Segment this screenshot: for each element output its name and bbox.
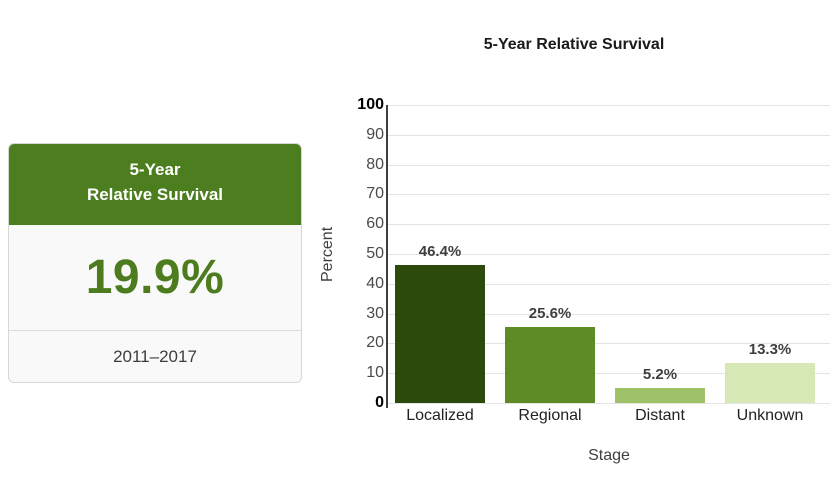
y-tick-label-20: 20 xyxy=(366,334,384,352)
y-tick-label-100: 100 xyxy=(357,96,384,113)
bar-regional[interactable] xyxy=(505,326,595,403)
chart-title: 5-Year Relative Survival xyxy=(483,36,665,53)
x-category-label-distant: Distant xyxy=(635,407,685,424)
gridline-60 xyxy=(388,224,830,226)
survival-stat-card: 5-Year Relative Survival 19.9% 2011–2017 xyxy=(8,143,302,383)
y-axis-line xyxy=(386,105,388,408)
bar-distant[interactable] xyxy=(615,387,705,403)
x-axis-title: Stage xyxy=(588,447,630,464)
stat-card-value: 19.9% xyxy=(85,251,225,304)
x-category-label-unknown: Unknown xyxy=(736,407,804,424)
y-tick-label-30: 30 xyxy=(366,304,384,322)
y-tick-label-60: 60 xyxy=(366,215,384,233)
bar-value-label-unknown: 13.3% xyxy=(748,341,792,359)
x-category-label-localized: Localized xyxy=(406,407,474,424)
gridline-20 xyxy=(388,343,830,345)
y-tick-label-0: 0 xyxy=(375,394,384,411)
plot-area: 46.4% 25.6% 5.2% 13.3% xyxy=(386,105,830,408)
y-tick-label-40: 40 xyxy=(366,274,384,292)
bar-value-label-regional: 25.6% xyxy=(528,304,572,322)
gridline-10 xyxy=(388,373,830,375)
stat-card-title-line1: 5-Year xyxy=(129,160,181,179)
stat-card-title-line2: Relative Survival xyxy=(86,185,224,204)
bar-localized[interactable] xyxy=(395,264,485,403)
y-tick-label-50: 50 xyxy=(366,245,384,262)
y-tick-label-70: 70 xyxy=(366,185,384,203)
bar-unknown[interactable] xyxy=(725,363,815,403)
bar-value-label-distant: 5.2% xyxy=(642,365,678,383)
y-axis-ticks: 0 10 20 30 40 50 60 70 80 90 100 xyxy=(318,96,384,411)
survival-by-stage-chart: 5-Year Relative Survival Percent 0 10 20 30… xyxy=(318,28,830,478)
stat-card-header: 5-Year Relative Survival xyxy=(9,144,301,225)
gridline-80 xyxy=(388,164,830,166)
gridline-40 xyxy=(388,283,830,285)
gridline-50 xyxy=(388,254,830,255)
stat-card-period: 2011–2017 xyxy=(9,330,301,382)
gridline-70 xyxy=(388,194,830,196)
y-tick-label-10: 10 xyxy=(366,364,384,382)
bar-value-label-localized: 46.4% xyxy=(418,242,462,260)
gridline-100 xyxy=(388,105,830,106)
gridline-30 xyxy=(388,313,830,315)
gridline-0 xyxy=(388,403,830,404)
x-category-label-regional: Regional xyxy=(518,407,582,424)
gridline-90 xyxy=(388,134,830,136)
y-tick-label-80: 80 xyxy=(366,155,384,173)
y-tick-label-90: 90 xyxy=(366,125,384,143)
